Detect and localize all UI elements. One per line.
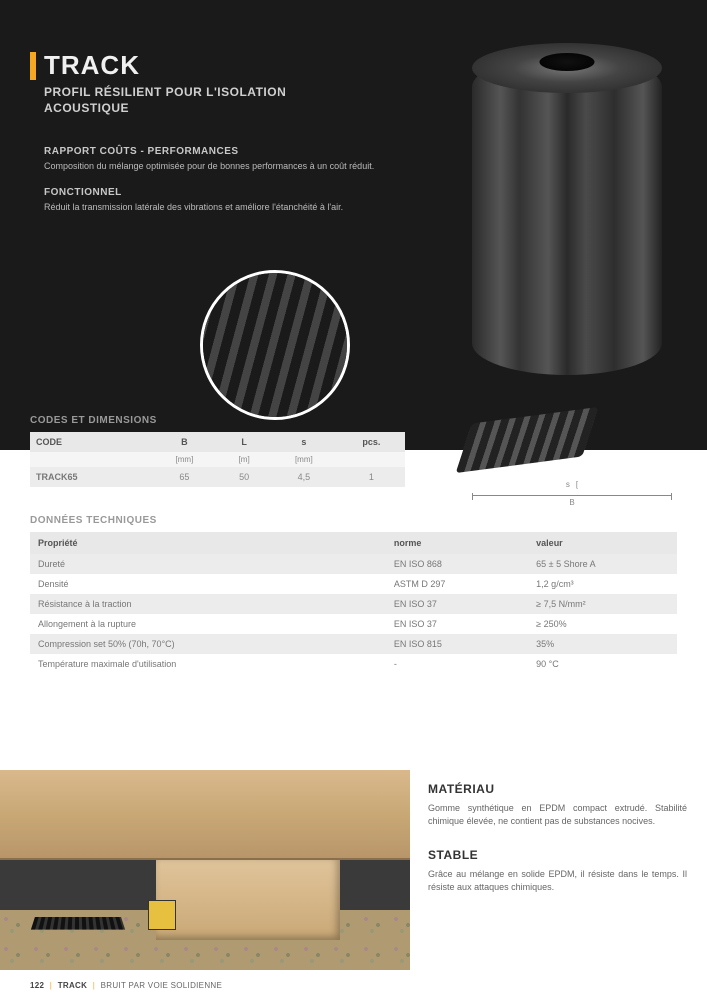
- feature-body: Réduit la transmission latérale des vibr…: [44, 201, 384, 214]
- norm-cell: EN ISO 868: [386, 554, 528, 574]
- material-body: Gomme synthétique en EPDM compact extrud…: [428, 802, 687, 828]
- accent-bar: [30, 52, 36, 80]
- table-row: Densité ASTM D 297 1,2 g/cm³: [30, 574, 677, 594]
- val-cell: ≥ 250%: [528, 614, 677, 634]
- val-cell: 35%: [528, 634, 677, 654]
- prop-cell: Résistance à la traction: [30, 594, 386, 614]
- tech-section-label: DONNÉES TECHNIQUES: [30, 515, 677, 526]
- col-header: valeur: [528, 532, 677, 554]
- unit-cell: [30, 452, 151, 467]
- norm-cell: EN ISO 815: [386, 634, 528, 654]
- col-header: Propriété: [30, 532, 386, 554]
- footer-category: BRUIT PAR VOIE SOLIDIENNE: [101, 981, 222, 990]
- prop-cell: Dureté: [30, 554, 386, 574]
- feature-title: RAPPORT COÛTS - PERFORMANCES: [44, 146, 384, 157]
- value-cell: 50: [218, 467, 270, 487]
- val-cell: ≥ 7,5 N/mm²: [528, 594, 677, 614]
- product-detail-circle: [200, 270, 350, 420]
- dim-b-label: B: [569, 498, 574, 507]
- bottom-section: MATÉRIAU Gomme synthétique en EPDM compa…: [0, 770, 707, 970]
- val-cell: 1,2 g/cm³: [528, 574, 677, 594]
- table-row: Allongement à la rupture EN ISO 37 ≥ 250…: [30, 614, 677, 634]
- norm-cell: EN ISO 37: [386, 594, 528, 614]
- norm-cell: ASTM D 297: [386, 574, 528, 594]
- codes-table: CODE B L s pcs. [mm] [m] [mm] TRACK65 65…: [30, 432, 405, 487]
- table-row: Résistance à la traction EN ISO 37 ≥ 7,5…: [30, 594, 677, 614]
- prop-cell: Densité: [30, 574, 386, 594]
- feature-title: FONCTIONNEL: [44, 187, 384, 198]
- footer-product: TRACK: [58, 981, 88, 990]
- val-cell: 90 °C: [528, 654, 677, 674]
- table-row: TRACK65 65 50 4,5 1: [30, 467, 405, 487]
- dimension-diagram: s[ B: [472, 480, 672, 507]
- product-roll-image: [457, 55, 677, 435]
- unit-cell: [m]: [218, 452, 270, 467]
- prop-cell: Allongement à la rupture: [30, 614, 386, 634]
- norm-cell: -: [386, 654, 528, 674]
- value-cell: 4,5: [270, 467, 337, 487]
- unit-cell: [mm]: [151, 452, 218, 467]
- stable-heading: STABLE: [428, 848, 687, 862]
- value-cell: 1: [337, 467, 405, 487]
- application-image: [0, 770, 410, 970]
- page-title: TRACK: [44, 50, 140, 81]
- val-cell: 65 ± 5 Shore A: [528, 554, 677, 574]
- value-cell: 65: [151, 467, 218, 487]
- table-row: Température maximale d'utilisation - 90 …: [30, 654, 677, 674]
- col-header: pcs.: [337, 432, 405, 452]
- side-text-block: MATÉRIAU Gomme synthétique en EPDM compa…: [410, 770, 707, 970]
- unit-cell: [mm]: [270, 452, 337, 467]
- unit-cell: [337, 452, 405, 467]
- table-row: Dureté EN ISO 868 65 ± 5 Shore A: [30, 554, 677, 574]
- features-block: RAPPORT COÛTS - PERFORMANCES Composition…: [44, 146, 384, 213]
- col-header: norme: [386, 532, 528, 554]
- page-subtitle: PROFIL RÉSILIENT POUR L'ISOLATION ACOUST…: [44, 85, 344, 116]
- col-header: CODE: [30, 432, 151, 452]
- tech-table: Propriété norme valeur Dureté EN ISO 868…: [30, 532, 677, 674]
- dim-s-label: s: [566, 480, 570, 489]
- page-number: 122: [30, 981, 44, 990]
- code-cell: TRACK65: [30, 467, 151, 487]
- col-header: B: [151, 432, 218, 452]
- prop-cell: Compression set 50% (70h, 70°C): [30, 634, 386, 654]
- table-row: Compression set 50% (70h, 70°C) EN ISO 8…: [30, 634, 677, 654]
- material-heading: MATÉRIAU: [428, 782, 687, 796]
- page-footer: 122 | TRACK | BRUIT PAR VOIE SOLIDIENNE: [30, 981, 222, 990]
- stable-body: Grâce au mélange en solide EPDM, il rési…: [428, 868, 687, 894]
- norm-cell: EN ISO 37: [386, 614, 528, 634]
- feature-body: Composition du mélange optimisée pour de…: [44, 160, 384, 173]
- col-header: L: [218, 432, 270, 452]
- col-header: s: [270, 432, 337, 452]
- prop-cell: Température maximale d'utilisation: [30, 654, 386, 674]
